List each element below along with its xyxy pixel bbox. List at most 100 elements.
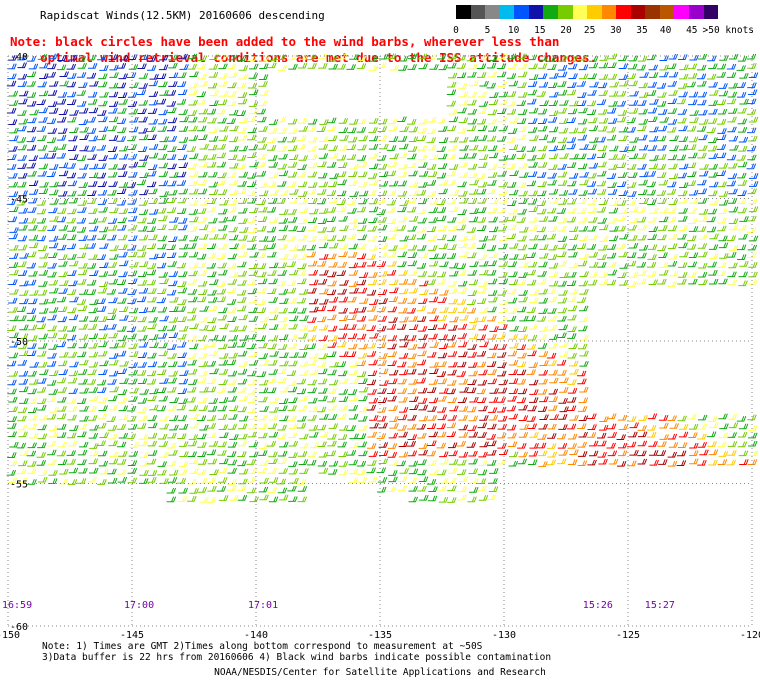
wind-barb xyxy=(139,172,149,179)
wind-barb xyxy=(506,163,517,169)
wind-barb xyxy=(458,172,469,178)
wind-barb xyxy=(136,369,147,376)
wind-barb xyxy=(546,136,557,143)
wind-barb xyxy=(629,206,639,213)
wind-barb xyxy=(268,172,279,179)
wind-barb xyxy=(426,137,437,143)
wind-barb xyxy=(338,451,348,458)
wind-barb xyxy=(447,485,457,492)
wind-barb xyxy=(227,206,237,213)
wind-barb xyxy=(568,127,579,134)
wind-barb xyxy=(678,136,689,142)
wind-barb xyxy=(69,154,79,160)
wind-barb xyxy=(616,215,627,222)
wind-barb xyxy=(587,279,598,286)
wind-barb xyxy=(537,181,547,187)
wind-barb xyxy=(87,198,97,204)
wind-barb xyxy=(327,253,337,260)
wind-barb xyxy=(317,53,328,60)
map-title: Rapidscat Winds(12.5KM) 20160606 descend… xyxy=(40,9,325,22)
wind-barb xyxy=(258,443,269,449)
wind-barb xyxy=(677,109,688,115)
wind-barb xyxy=(116,118,127,124)
wind-barb xyxy=(608,164,618,170)
wind-barb xyxy=(376,261,387,267)
wind-barb xyxy=(466,125,477,132)
wind-barb xyxy=(526,252,537,258)
wind-barb xyxy=(8,396,18,403)
wind-barb xyxy=(48,235,59,242)
wind-barb xyxy=(379,450,389,456)
wind-barb xyxy=(498,98,509,105)
wind-barb xyxy=(488,296,498,303)
wind-barb xyxy=(229,434,239,440)
wind-barb xyxy=(56,377,67,384)
wind-barb xyxy=(57,459,68,465)
wind-barb xyxy=(19,324,29,331)
wind-barb xyxy=(417,226,427,233)
wind-barb xyxy=(429,469,439,476)
wind-barb xyxy=(437,215,447,222)
wind-barb xyxy=(437,361,447,367)
wind-barb xyxy=(377,415,387,422)
wind-barb xyxy=(468,431,479,438)
wind-barb xyxy=(577,441,587,448)
wind-barb xyxy=(128,316,138,322)
wind-barb xyxy=(128,369,138,376)
wind-barb xyxy=(638,244,649,251)
wind-barb xyxy=(506,153,517,160)
wind-barb xyxy=(317,278,328,285)
wind-barb xyxy=(108,163,118,170)
wind-barb xyxy=(678,225,689,231)
wind-barb xyxy=(448,361,458,368)
wind-barb xyxy=(606,107,617,114)
wind-barb xyxy=(618,190,629,196)
wind-barb xyxy=(438,64,449,71)
wind-barb xyxy=(159,423,169,430)
wind-barb xyxy=(36,99,47,106)
wind-barb xyxy=(529,397,539,403)
wind-barb xyxy=(206,497,217,503)
wind-barb xyxy=(477,125,488,132)
wind-barb xyxy=(26,80,36,87)
wind-barb xyxy=(27,207,37,213)
wind-barb xyxy=(159,415,169,422)
wind-barb xyxy=(158,109,168,116)
wind-barb xyxy=(657,245,667,251)
wind-barb xyxy=(29,289,39,296)
wind-barb xyxy=(636,207,647,213)
wind-barb xyxy=(78,269,88,276)
wind-barb xyxy=(327,404,338,411)
wind-barb xyxy=(458,161,469,168)
wind-barb xyxy=(277,368,287,375)
wind-barb xyxy=(87,91,98,98)
wind-barb xyxy=(129,116,139,123)
wind-barb xyxy=(509,117,519,123)
wind-barb xyxy=(528,107,539,114)
wind-barb xyxy=(209,54,219,60)
wind-barb xyxy=(397,251,408,258)
wind-barb xyxy=(227,441,238,448)
wind-barb xyxy=(419,280,429,287)
wind-barb xyxy=(177,361,188,367)
wind-barb xyxy=(26,71,37,78)
wind-barb xyxy=(726,180,737,187)
wind-barb xyxy=(279,189,289,196)
wind-barb xyxy=(646,271,657,277)
wind-barb xyxy=(68,388,79,394)
wind-barb xyxy=(529,135,539,141)
wind-barb xyxy=(577,198,587,205)
wind-barb xyxy=(628,55,639,62)
wind-barb xyxy=(467,269,478,276)
wind-barb xyxy=(99,226,109,233)
wind-barb xyxy=(9,341,19,348)
wind-barb xyxy=(158,395,169,402)
wind-barb xyxy=(397,116,407,123)
wind-barb xyxy=(638,144,649,151)
wind-barb xyxy=(206,422,217,429)
wind-barb xyxy=(18,224,28,231)
wind-barb xyxy=(368,314,378,321)
wind-barb xyxy=(198,405,209,411)
wind-barb xyxy=(647,107,658,114)
wind-barb xyxy=(377,388,387,394)
